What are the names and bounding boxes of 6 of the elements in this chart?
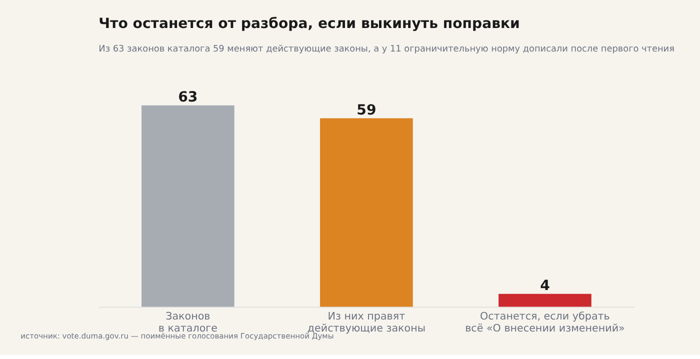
data-label: 4: [540, 278, 550, 294]
chart-subtitle: Из 63 законов каталога 59 меняют действующие законы, а у 11 ограничительную норму дописали после первого чтения: [98, 44, 674, 54]
data-label: 59: [356, 102, 376, 118]
x-tick-label: Останется, если убрать всё «О внесении изменений»: [465, 310, 625, 335]
chart-title: Что останется от разбора, если выкинуть поправки: [98, 16, 520, 32]
data-label: 63: [178, 90, 198, 106]
